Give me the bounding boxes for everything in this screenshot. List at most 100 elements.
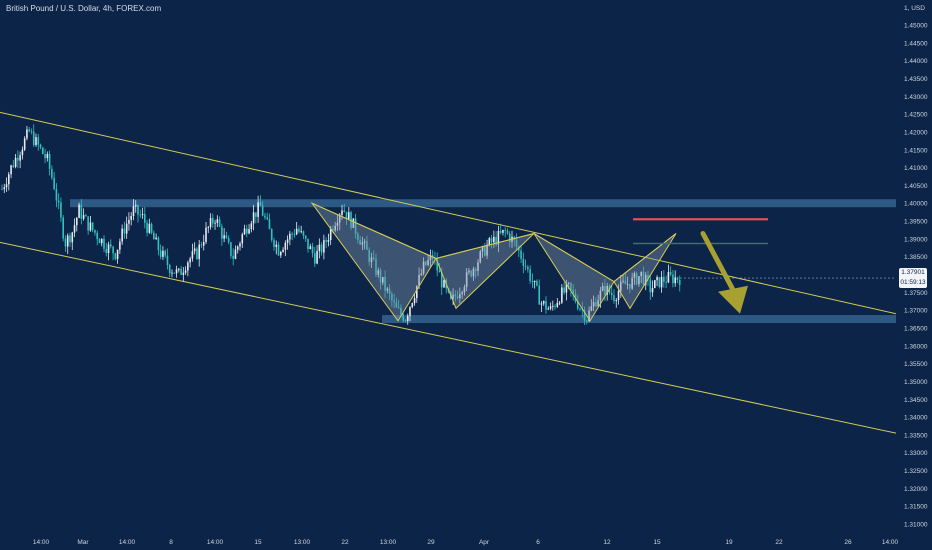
candle-body <box>529 269 531 281</box>
candle-body <box>223 235 225 239</box>
price-tick-label: 1.40000 <box>904 201 928 208</box>
candle-body <box>184 270 187 273</box>
candle-body <box>375 258 377 275</box>
price-tick-label: 1.40500 <box>904 183 928 190</box>
candle-body <box>257 202 259 217</box>
candle-body <box>103 238 105 249</box>
candle-body <box>307 238 309 250</box>
candle-body <box>155 237 157 240</box>
candle-body <box>604 286 606 295</box>
candle-body <box>236 246 239 250</box>
candle-body <box>658 277 661 288</box>
candle-body <box>116 249 119 260</box>
candle-body <box>647 274 649 280</box>
candle-body <box>14 157 17 167</box>
candle-body <box>159 250 162 257</box>
candle-body <box>667 272 670 283</box>
candle-body <box>173 272 176 274</box>
candle-body <box>252 212 255 224</box>
candle-body <box>53 177 55 190</box>
candle-body <box>481 246 484 252</box>
candle-body <box>624 280 627 285</box>
candle-body <box>325 240 327 242</box>
candle-body <box>5 184 8 188</box>
candle-body <box>474 268 477 271</box>
candle-body <box>465 272 468 288</box>
candle-body <box>590 306 593 311</box>
candle-body <box>377 270 380 275</box>
price-tick-label: 1.43500 <box>904 76 928 83</box>
candle-body <box>37 137 40 145</box>
candle-body <box>112 246 114 254</box>
candle-body <box>357 233 359 240</box>
candle-body <box>588 310 590 321</box>
candle-body <box>563 287 565 293</box>
candle-body <box>570 282 572 290</box>
price-tick-label: 1.42000 <box>904 129 928 136</box>
candle-body <box>583 309 586 321</box>
candle-body <box>520 250 522 259</box>
candle-body <box>280 251 282 256</box>
candle-body <box>558 302 561 304</box>
candle-body <box>336 222 339 226</box>
candle-body <box>341 210 343 215</box>
candle-body <box>71 232 74 243</box>
candle-body <box>676 277 679 280</box>
candle-body <box>674 277 676 284</box>
candle-body <box>601 286 604 291</box>
candle-body <box>599 290 602 301</box>
candle-body <box>615 300 618 302</box>
candle-body <box>300 231 302 233</box>
candle-body <box>193 248 196 252</box>
candle-body <box>318 244 321 252</box>
candle-body <box>209 218 212 227</box>
candle-body <box>479 251 482 263</box>
candle-body <box>157 237 160 251</box>
candle-body <box>94 230 96 233</box>
candle-body <box>454 294 457 297</box>
candle-body <box>597 300 599 307</box>
candle-body <box>146 222 148 233</box>
candle-body <box>21 149 24 156</box>
candle-body <box>416 285 418 299</box>
candle-body <box>44 154 46 159</box>
candle-body <box>26 129 28 139</box>
candle-body <box>221 226 223 239</box>
candle-body <box>189 258 191 263</box>
candle-body <box>239 243 241 247</box>
candle-body <box>626 283 629 285</box>
candle-body <box>640 271 642 277</box>
candle-body <box>635 273 638 285</box>
candle-body <box>552 305 554 307</box>
candle-body <box>218 219 221 227</box>
price-tick-label: 1.37500 <box>904 290 928 297</box>
time-tick-label: 22 <box>341 539 349 546</box>
pattern-link-1 <box>311 202 437 259</box>
candle-body <box>493 236 495 243</box>
candle-body <box>291 233 293 235</box>
candle-body <box>314 253 316 264</box>
candle-body <box>60 202 62 218</box>
time-tick-label: 13:00 <box>294 539 311 546</box>
zone-resistance <box>70 199 896 208</box>
candle-body <box>12 165 15 167</box>
bar-countdown: 01:59:13 <box>900 278 926 286</box>
candle-body <box>672 274 674 284</box>
candle-body <box>132 206 135 217</box>
candle-body <box>39 144 42 148</box>
price-tick-label: 1.41500 <box>904 147 928 154</box>
candle-body <box>259 202 262 206</box>
candle-body <box>338 214 341 223</box>
candle-body <box>309 246 312 250</box>
candle-body <box>633 273 636 278</box>
candle-body <box>443 280 445 288</box>
candle-body <box>248 229 250 234</box>
candle-body <box>665 281 667 283</box>
candle-body <box>48 153 51 169</box>
time-tick-label: 14:00 <box>207 539 224 546</box>
candle-body <box>436 259 438 271</box>
candle-body <box>502 229 504 233</box>
pattern-link-2 <box>435 233 535 259</box>
